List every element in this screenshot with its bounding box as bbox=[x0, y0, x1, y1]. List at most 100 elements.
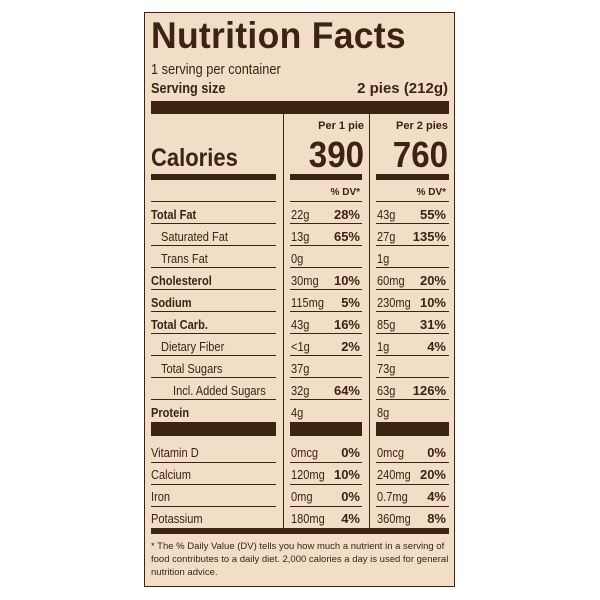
dv-per-pie: 0% bbox=[341, 489, 360, 504]
dv-per-pie: 64% bbox=[333, 383, 360, 398]
serving-size-value: 2 pies (212g) bbox=[357, 80, 448, 97]
row-divider bbox=[376, 245, 449, 246]
amount-per-pie: 30mg bbox=[291, 273, 319, 288]
amount-per-2-pies: 43g bbox=[377, 207, 396, 222]
amount-per-pie: 180mg bbox=[291, 511, 325, 526]
calories-col1: 390 bbox=[308, 134, 364, 175]
amount-per-pie: 115mg bbox=[291, 295, 324, 310]
row-divider bbox=[376, 484, 449, 485]
col2-header: Per 2 pies bbox=[396, 120, 448, 132]
amount-per-2-pies: 1g bbox=[377, 251, 390, 266]
dv-per-2-pies: 20% bbox=[419, 273, 446, 288]
dv-header-2: % DV* bbox=[416, 187, 446, 198]
dv-per-2-pies: 8% bbox=[427, 511, 446, 526]
row-divider bbox=[290, 223, 362, 224]
row-divider bbox=[290, 377, 362, 378]
nutrient-name: Cholesterol bbox=[151, 273, 212, 288]
row-divider bbox=[151, 223, 276, 224]
amount-per-pie: 120mg bbox=[291, 467, 325, 482]
column-separator-1 bbox=[283, 114, 284, 534]
amount-per-2-pies: 360mg bbox=[377, 511, 411, 526]
row-divider bbox=[151, 484, 276, 485]
amount-per-2-pies: 1g bbox=[377, 339, 390, 354]
nutrient-name: Sodium bbox=[151, 295, 192, 310]
dv-header-1: % DV* bbox=[330, 187, 360, 198]
calories-divider-a bbox=[151, 174, 276, 180]
dv-per-2-pies: 10% bbox=[419, 295, 446, 310]
nutrient-name: Protein bbox=[151, 405, 190, 420]
column-separator-2 bbox=[369, 114, 370, 534]
dv-per-2-pies: 31% bbox=[419, 317, 446, 332]
col1-header: Per 1 pie bbox=[318, 120, 364, 132]
row-divider bbox=[376, 333, 449, 334]
row-divider bbox=[290, 462, 362, 463]
nutrient-name: Incl. Added Sugars bbox=[173, 383, 266, 398]
nutrient-name: Calcium bbox=[151, 467, 191, 482]
row-divider bbox=[151, 289, 276, 290]
row-divider bbox=[290, 201, 362, 202]
row-divider bbox=[376, 223, 449, 224]
row-divider bbox=[151, 201, 276, 202]
dv-per-pie: 4% bbox=[341, 511, 360, 526]
row-divider bbox=[151, 333, 276, 334]
row-divider bbox=[376, 201, 449, 202]
row-divider bbox=[290, 506, 362, 507]
nutrient-name: Trans Fat bbox=[161, 251, 208, 266]
row-divider bbox=[290, 355, 362, 356]
row-divider bbox=[290, 333, 362, 334]
calories-divider-b bbox=[290, 174, 362, 180]
amount-per-pie: <1g bbox=[291, 339, 310, 354]
row-divider bbox=[151, 462, 276, 463]
amount-per-2-pies: 0.7mg bbox=[377, 489, 408, 504]
nutrient-name: Total Sugars bbox=[161, 361, 223, 376]
dv-per-2-pies: 4% bbox=[427, 489, 446, 504]
row-divider bbox=[151, 377, 276, 378]
row-divider bbox=[376, 377, 449, 378]
dv-per-2-pies: 20% bbox=[419, 467, 446, 482]
amount-per-pie: 43g bbox=[291, 317, 310, 332]
amount-per-2-pies: 85g bbox=[377, 317, 396, 332]
row-divider bbox=[376, 399, 449, 400]
row-divider bbox=[376, 355, 449, 356]
row-divider bbox=[290, 245, 362, 246]
amount-per-pie: 4g bbox=[291, 405, 304, 420]
row-divider bbox=[151, 311, 276, 312]
dv-per-pie: 10% bbox=[333, 467, 360, 482]
row-divider bbox=[290, 311, 362, 312]
calories-divider-c bbox=[376, 174, 449, 180]
dv-per-2-pies: 126% bbox=[412, 383, 446, 398]
amount-per-pie: 22g bbox=[291, 207, 310, 222]
amount-per-pie: 0mg bbox=[291, 489, 313, 504]
row-divider bbox=[376, 462, 449, 463]
nutrient-name: Iron bbox=[151, 489, 171, 504]
label-title: Nutrition Facts bbox=[151, 15, 406, 56]
dv-per-2-pies: 4% bbox=[427, 339, 446, 354]
dv-per-pie: 16% bbox=[333, 317, 360, 332]
calories-col2: 760 bbox=[392, 134, 448, 175]
row-divider bbox=[376, 289, 449, 290]
row-divider bbox=[376, 506, 449, 507]
row-divider bbox=[290, 484, 362, 485]
footnote: * The % Daily Value (DV) tells you how m… bbox=[151, 541, 449, 578]
nutrient-name: Dietary Fiber bbox=[161, 339, 225, 354]
row-divider bbox=[376, 267, 449, 268]
row-divider bbox=[290, 399, 362, 400]
amount-per-2-pies: 63g bbox=[377, 383, 396, 398]
vitamin-divider-c bbox=[376, 422, 449, 436]
row-divider bbox=[151, 399, 276, 400]
bottom-divider bbox=[151, 528, 449, 534]
amount-per-2-pies: 27g bbox=[377, 229, 396, 244]
dv-per-2-pies: 135% bbox=[412, 229, 446, 244]
amount-per-pie: 37g bbox=[291, 361, 310, 376]
amount-per-2-pies: 73g bbox=[377, 361, 396, 376]
vitamin-divider-a bbox=[151, 422, 276, 436]
row-divider bbox=[151, 355, 276, 356]
amount-per-pie: 32g bbox=[291, 383, 310, 398]
dv-per-pie: 10% bbox=[333, 273, 360, 288]
nutrient-name: Saturated Fat bbox=[161, 229, 228, 244]
dv-per-2-pies: 55% bbox=[419, 207, 446, 222]
row-divider bbox=[151, 506, 276, 507]
row-divider bbox=[290, 289, 362, 290]
calories-label: Calories bbox=[151, 144, 238, 172]
nutrient-name: Total Fat bbox=[151, 207, 197, 222]
